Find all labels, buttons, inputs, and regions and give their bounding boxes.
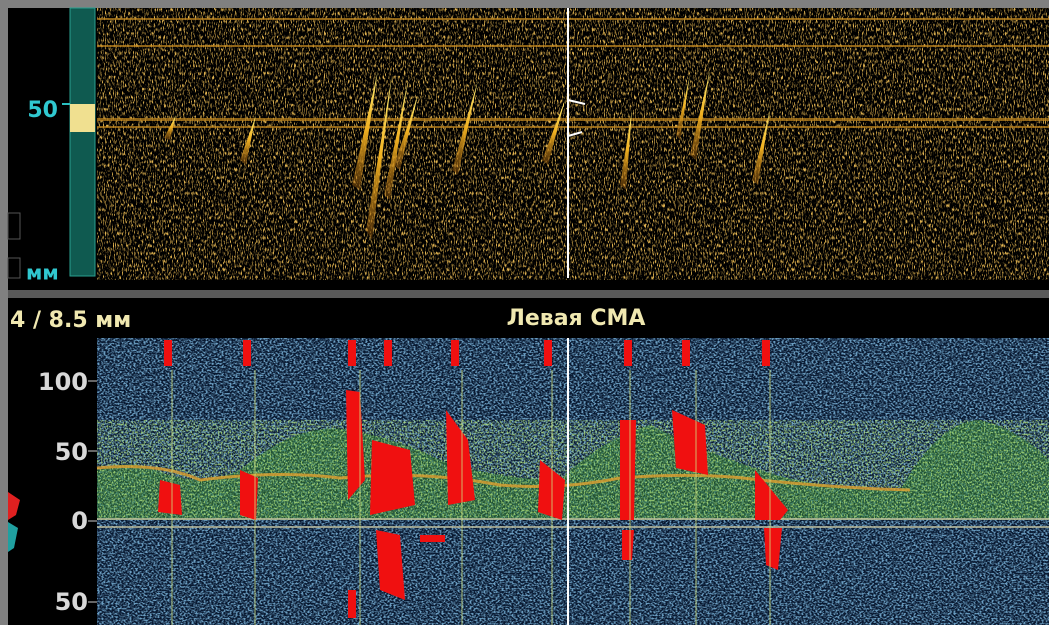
scale-ticks: [88, 380, 97, 603]
depth-bar: [69, 7, 96, 277]
vessel-name: Левая СМА: [507, 306, 646, 331]
flow-direction-icon: [8, 492, 20, 520]
depth-unit: мм: [26, 261, 59, 285]
gate-indicator: [70, 104, 95, 132]
scale-label: 100: [38, 368, 88, 396]
scale-label: 50: [55, 438, 88, 466]
gate-depth: 4 / 8.5 мм: [10, 308, 131, 333]
spike-edges: [171, 370, 771, 625]
flow-direction-icon: [8, 522, 18, 552]
mmode-noise: [97, 8, 1049, 280]
scale-label: 0: [71, 507, 88, 535]
emboli-tracks: [164, 70, 770, 240]
gate-marker: [567, 99, 586, 137]
side-button[interactable]: [7, 257, 21, 279]
status-bar: [8, 298, 1049, 338]
spectral-noise: [97, 420, 1049, 520]
scale-label: 50: [55, 588, 88, 616]
depth-label: 50: [27, 98, 58, 123]
separator: [8, 290, 1049, 298]
side-button[interactable]: [7, 212, 21, 240]
hits: [158, 340, 788, 618]
horizontal-echo: [97, 18, 1049, 128]
